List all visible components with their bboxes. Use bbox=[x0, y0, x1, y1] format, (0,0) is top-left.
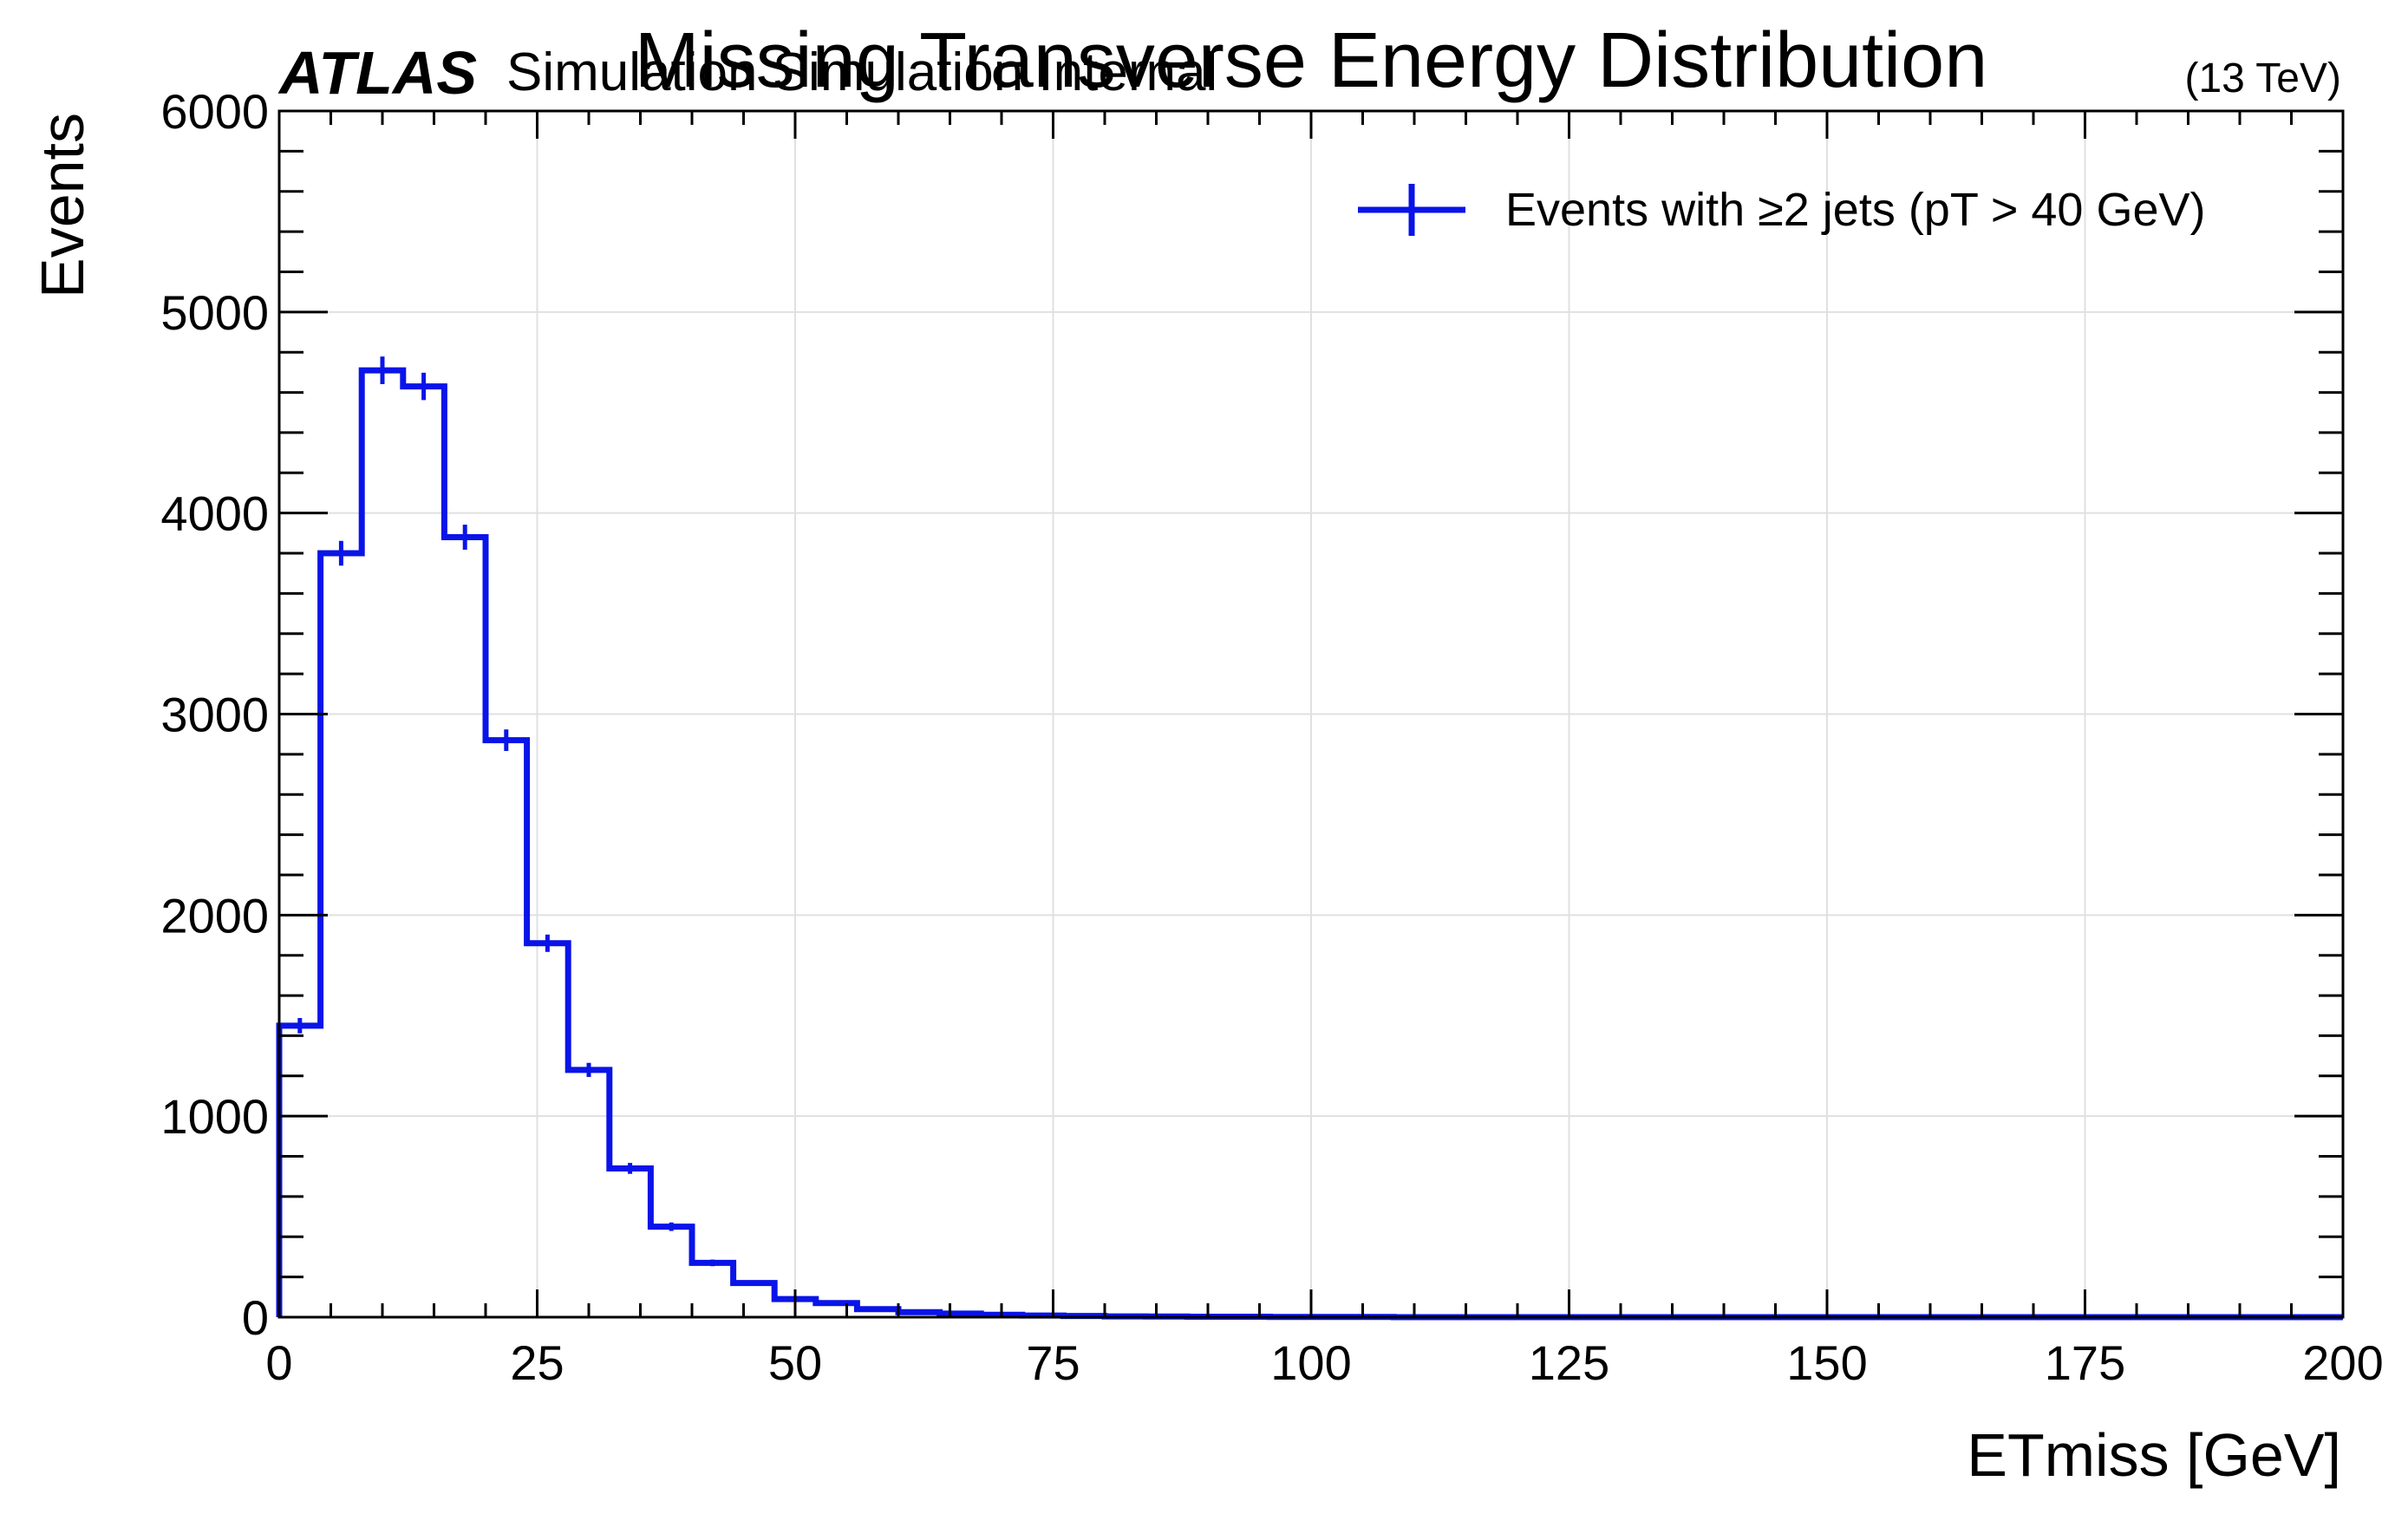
x-axis-label: ETmiss [GeV] bbox=[1967, 1421, 2341, 1489]
y-tick-label: 4000 bbox=[160, 486, 269, 541]
x-tick-label: 75 bbox=[1026, 1335, 1080, 1390]
legend-entry-label: Events with ≥2 jets (pT > 40 GeV) bbox=[1505, 184, 2206, 236]
x-tick-label: 125 bbox=[1529, 1335, 1609, 1390]
x-tick-label: 200 bbox=[2302, 1335, 2383, 1390]
x-tick-label: 25 bbox=[510, 1335, 564, 1390]
y-tick-label: 2000 bbox=[160, 888, 269, 943]
x-tick-label: 100 bbox=[1270, 1335, 1351, 1390]
chart-title: Missing Transverse Energy Distribution bbox=[635, 17, 1988, 104]
experiment-label: ATLAS bbox=[277, 39, 477, 107]
x-tick-label: 150 bbox=[1786, 1335, 1867, 1390]
y-tick-label: 5000 bbox=[160, 285, 269, 340]
y-tick-label: 1000 bbox=[160, 1089, 269, 1144]
y-tick-label: 6000 bbox=[160, 84, 269, 139]
legend: Events with ≥2 jets (pT > 40 GeV) bbox=[1358, 184, 2206, 236]
y-tick-label: 3000 bbox=[160, 688, 269, 742]
x-tick-label: 175 bbox=[2045, 1335, 2125, 1390]
experiment-sublabel: Simulation Simulation Internal bbox=[506, 42, 1217, 102]
axis-tick-labels: 0 25 50 75 100 125 150 175 200010002000300040005… bbox=[160, 84, 2383, 1390]
grid bbox=[279, 111, 2343, 1317]
axis-ticks bbox=[277, 109, 2345, 1319]
energy-label: (13 TeV) bbox=[2184, 55, 2341, 101]
x-tick-label: 50 bbox=[768, 1335, 822, 1390]
y-tick-label: 0 bbox=[242, 1290, 269, 1345]
y-axis-label: Events bbox=[29, 113, 96, 298]
x-tick-label: 0 bbox=[265, 1335, 292, 1390]
